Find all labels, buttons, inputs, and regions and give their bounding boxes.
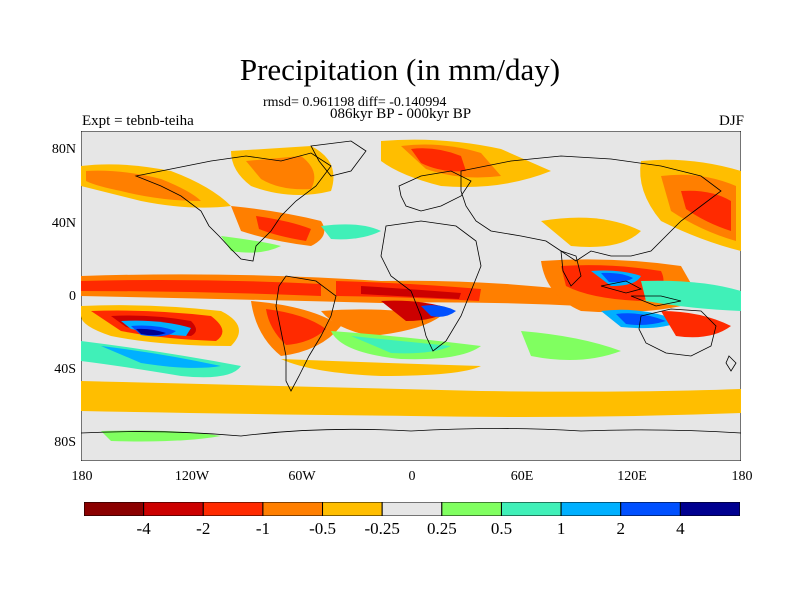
colorbar-swatch: [620, 502, 681, 516]
colorbar-swatch: [143, 502, 204, 516]
colorbar-tick-label: 4: [676, 519, 685, 538]
colorbar-swatch: [500, 502, 562, 516]
lat-label-80s: 80S: [54, 435, 76, 450]
lat-label-0: 0: [69, 289, 76, 304]
lon-label-0: 0: [408, 469, 416, 484]
colorbar-tick-label: -0.5: [309, 519, 336, 538]
lon-label-180-right: 180: [731, 469, 753, 484]
experiment-label: Expt = tebnb-teiha: [82, 113, 194, 129]
season-label: DJF: [718, 113, 744, 129]
chart-subtitle: 086kyr BP - 000kyr BP: [330, 106, 472, 122]
lon-label-60w: 60W: [288, 469, 316, 484]
colorbar-swatch: [441, 502, 502, 516]
colorbar-swatch: [679, 502, 740, 516]
lat-label-80n: 80N: [51, 142, 76, 157]
stats-line: rmsd= 0.961198 diff= -0.140994: [263, 95, 447, 110]
anomaly-fields: [81, 139, 741, 442]
colorbar: [84, 502, 740, 516]
colorbar-tick-label: 0.5: [490, 519, 513, 538]
colorbar-tick-label: -0.25: [364, 519, 400, 538]
lat-label-40s: 40S: [54, 362, 76, 377]
lon-label-120w: 120W: [174, 469, 210, 484]
precipitation-map: [81, 131, 741, 461]
lon-label-60e: 60E: [510, 469, 534, 484]
colorbar-swatch: [202, 502, 264, 516]
chart-title: Precipitation (in mm/day): [239, 52, 561, 87]
lon-label-180-left: 180: [71, 469, 93, 484]
colorbar-tick-label: -4: [136, 519, 151, 538]
colorbar-tick-label: 1: [556, 519, 566, 538]
colorbar-swatch: [84, 502, 145, 516]
colorbar-swatch: [560, 502, 622, 516]
coastlines: [81, 140, 741, 437]
colorbar-tick-label: -2: [196, 519, 211, 538]
colorbar-tick-label: 2: [616, 519, 625, 538]
lon-label-120e: 120E: [617, 469, 647, 484]
colorbar-swatch: [322, 502, 383, 516]
colorbar-tick-label: 0.25: [426, 519, 457, 538]
colorbar-tick-label: -1: [255, 519, 270, 538]
lat-label-40n: 40N: [51, 216, 76, 231]
colorbar-swatch: [381, 502, 443, 516]
colorbar-swatch: [262, 502, 324, 516]
